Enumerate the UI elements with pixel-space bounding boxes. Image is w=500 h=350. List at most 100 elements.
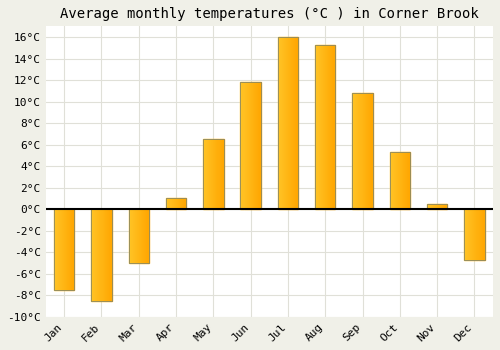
Bar <box>106 209 108 301</box>
Bar <box>144 209 145 263</box>
Bar <box>91 209 92 301</box>
Bar <box>58 209 59 290</box>
Bar <box>435 204 436 209</box>
Bar <box>65 209 66 290</box>
Bar <box>317 44 318 209</box>
Bar <box>468 209 469 260</box>
Bar <box>205 139 206 209</box>
Bar <box>464 209 465 260</box>
Bar <box>434 204 435 209</box>
Bar <box>54 209 74 290</box>
Bar <box>62 209 63 290</box>
Bar <box>94 209 96 301</box>
Bar <box>100 209 102 301</box>
Bar <box>293 37 294 209</box>
Bar <box>390 152 392 209</box>
Bar <box>258 82 259 209</box>
Bar <box>352 93 373 209</box>
Bar <box>352 93 373 209</box>
Bar <box>175 198 176 209</box>
Bar <box>240 82 261 209</box>
Bar <box>139 209 140 263</box>
Bar <box>255 82 256 209</box>
Bar <box>444 204 446 209</box>
Bar <box>146 209 147 263</box>
Bar <box>168 198 169 209</box>
Bar <box>296 37 297 209</box>
Bar <box>63 209 64 290</box>
Bar <box>68 209 70 290</box>
Bar <box>354 93 356 209</box>
Bar <box>220 139 222 209</box>
Bar <box>128 209 149 263</box>
Title: Average monthly temperatures (°C ) in Corner Brook: Average monthly temperatures (°C ) in Co… <box>60 7 478 21</box>
Bar <box>203 139 224 209</box>
Bar <box>474 209 476 260</box>
Bar <box>182 198 184 209</box>
Bar <box>203 139 204 209</box>
Bar <box>60 209 61 290</box>
Bar <box>96 209 98 301</box>
Bar <box>321 44 322 209</box>
Bar <box>322 44 323 209</box>
Bar <box>285 37 286 209</box>
Bar <box>181 198 182 209</box>
Bar <box>128 209 130 263</box>
Bar <box>177 198 178 209</box>
Bar <box>292 37 293 209</box>
Bar <box>315 44 336 209</box>
Bar <box>248 82 250 209</box>
Bar <box>145 209 146 263</box>
Bar <box>319 44 320 209</box>
Bar <box>287 37 288 209</box>
Bar <box>132 209 134 263</box>
Bar <box>325 44 326 209</box>
Bar <box>222 139 224 209</box>
Bar <box>166 198 186 209</box>
Bar <box>108 209 110 301</box>
Bar <box>404 152 405 209</box>
Bar <box>173 198 174 209</box>
Bar <box>98 209 100 301</box>
Bar <box>288 37 289 209</box>
Bar <box>280 37 281 209</box>
Bar <box>470 209 472 260</box>
Bar <box>436 204 437 209</box>
Bar <box>465 209 466 260</box>
Bar <box>446 204 448 209</box>
Bar <box>403 152 404 209</box>
Bar <box>257 82 258 209</box>
Bar <box>427 204 428 209</box>
Bar <box>134 209 136 263</box>
Bar <box>59 209 60 290</box>
Bar <box>464 209 484 260</box>
Bar <box>440 204 441 209</box>
Bar <box>64 209 65 290</box>
Bar <box>352 93 354 209</box>
Bar <box>178 198 179 209</box>
Bar <box>278 37 298 209</box>
Bar <box>176 198 177 209</box>
Bar <box>240 82 242 209</box>
Bar <box>295 37 296 209</box>
Bar <box>66 209 68 290</box>
Bar <box>142 209 143 263</box>
Bar <box>207 139 208 209</box>
Bar <box>136 209 138 263</box>
Bar <box>405 152 406 209</box>
Bar <box>294 37 295 209</box>
Bar <box>291 37 292 209</box>
Bar <box>290 37 291 209</box>
Bar <box>370 93 372 209</box>
Bar <box>392 152 394 209</box>
Bar <box>442 204 444 209</box>
Bar <box>478 209 480 260</box>
Bar <box>362 93 364 209</box>
Bar <box>284 37 285 209</box>
Bar <box>429 204 430 209</box>
Bar <box>364 93 366 209</box>
Bar <box>179 198 180 209</box>
Bar <box>218 139 220 209</box>
Bar <box>104 209 106 301</box>
Bar <box>289 37 290 209</box>
